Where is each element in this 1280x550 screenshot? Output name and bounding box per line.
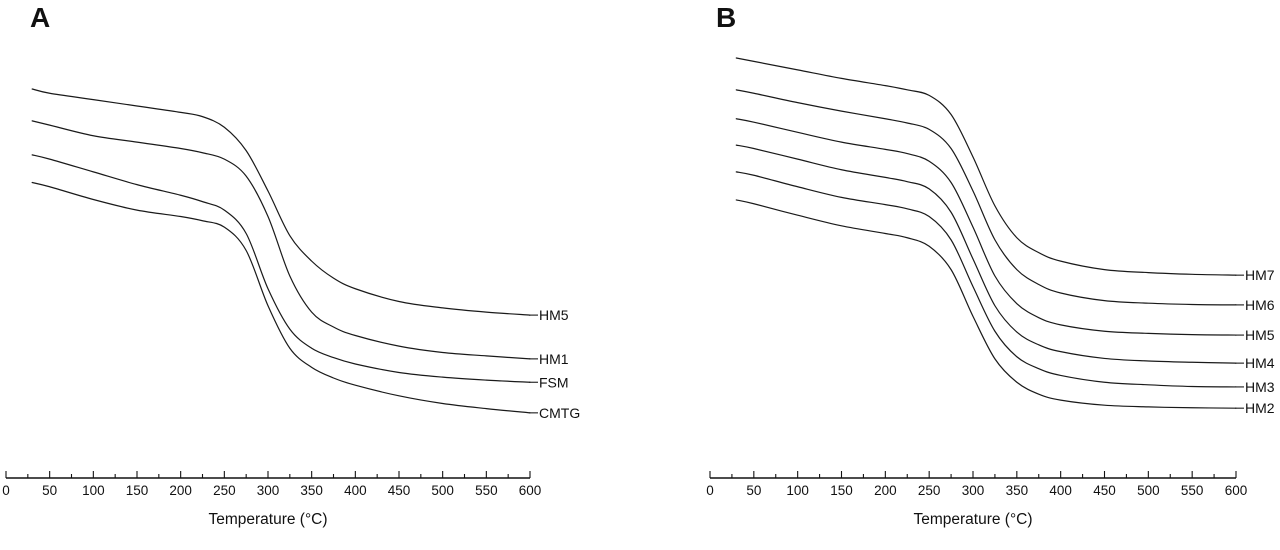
curve-hm5 <box>31 88 531 316</box>
x-tick-label: 250 <box>918 483 941 498</box>
x-tick-label: 50 <box>746 483 761 498</box>
panel-b: B 0 50 100 150 200 250 300 350 400 450 500 550 600 Te… <box>640 0 1280 550</box>
x-tick-label: 550 <box>475 483 498 498</box>
x-tick-label: 150 <box>830 483 853 498</box>
x-tick-label: 500 <box>1137 483 1160 498</box>
curve-hm5 <box>735 118 1237 336</box>
curve-label-hm7: HM7 <box>1245 267 1275 283</box>
curve-label-hm2: HM2 <box>1245 400 1275 416</box>
curve-hm1 <box>31 120 531 360</box>
x-tick-label: 100 <box>786 483 809 498</box>
x-tick-label: 300 <box>257 483 280 498</box>
x-tick-label: 300 <box>962 483 985 498</box>
x-tick-label: 550 <box>1181 483 1204 498</box>
x-axis-title: Temperature (°C) <box>913 511 1032 528</box>
x-tick-label: 400 <box>344 483 367 498</box>
x-tick-label: 250 <box>213 483 236 498</box>
curve-label-cmtg: CMTG <box>539 405 580 421</box>
panel-b-letter: B <box>716 2 737 33</box>
curve-hm4 <box>735 144 1237 364</box>
curve-label-fsm: FSM <box>539 374 569 390</box>
curve-hm7 <box>735 57 1237 276</box>
x-tick-label: 50 <box>42 483 57 498</box>
panel-a-chart: 0 50 100 150 200 250 300 350 400 450 500 550 600 Temp… <box>2 88 580 528</box>
x-tick-label: 350 <box>1006 483 1029 498</box>
panel-b-chart: 0 50 100 150 200 250 300 350 400 450 500 550 600 Temp… <box>706 57 1275 528</box>
x-tick-label: 500 <box>431 483 454 498</box>
x-tick-label: 200 <box>874 483 897 498</box>
x-tick-label: 450 <box>388 483 411 498</box>
x-tick-label: 350 <box>300 483 323 498</box>
curve-fsm <box>31 154 531 383</box>
x-tick-label: 600 <box>519 483 542 498</box>
x-tick-label: 0 <box>706 483 714 498</box>
x-tick-label: 200 <box>169 483 192 498</box>
curve-label-hm3: HM3 <box>1245 379 1275 395</box>
x-tick-label: 150 <box>126 483 149 498</box>
panel-a-letter: A <box>30 2 51 33</box>
curve-label-hm4: HM4 <box>1245 355 1275 371</box>
curve-label-hm1: HM1 <box>539 351 569 367</box>
panel-a: A 0 50 100 150 200 250 300 350 400 450 500 550 600 Te… <box>2 2 580 528</box>
curve-label-hm6: HM6 <box>1245 297 1275 313</box>
x-tick-label: 400 <box>1049 483 1072 498</box>
curve-hm2 <box>735 199 1237 409</box>
curve-label-hm5: HM5 <box>539 307 569 323</box>
x-tick-label: 0 <box>2 483 10 498</box>
curve-hm3 <box>735 171 1237 388</box>
x-tick-label: 600 <box>1225 483 1248 498</box>
curve-hm6 <box>735 89 1237 306</box>
curve-label-hm5: HM5 <box>1245 327 1275 343</box>
x-axis-title: Temperature (°C) <box>208 511 327 528</box>
x-tick-label: 100 <box>82 483 105 498</box>
x-tick-label: 450 <box>1093 483 1116 498</box>
curve-cmtg <box>31 181 531 414</box>
